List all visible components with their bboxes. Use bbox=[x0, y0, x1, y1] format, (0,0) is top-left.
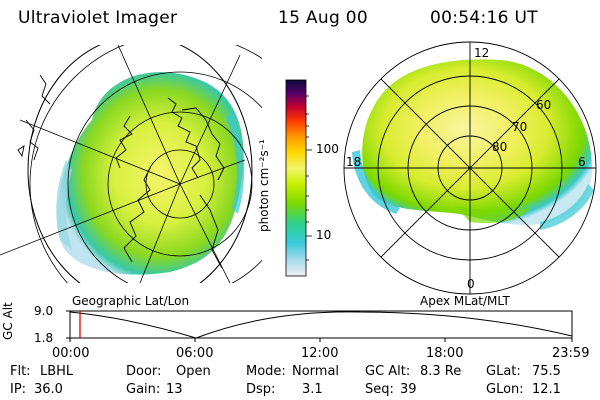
colorbar-tick-100: 100 bbox=[316, 142, 339, 156]
status-flt-key: Flt: bbox=[10, 364, 31, 379]
status-ip-key: IP: bbox=[10, 382, 27, 397]
status-gain-key: Gain: bbox=[126, 382, 161, 397]
mlt-label-0: 0 bbox=[467, 277, 475, 291]
right-panel-caption: Apex MLat/MLT bbox=[420, 294, 510, 308]
altitude-ytick-min: 1.8 bbox=[34, 331, 54, 345]
oval-edge-speckle bbox=[352, 150, 400, 214]
altitude-curve bbox=[69, 311, 573, 339]
lat-label-70: 70 bbox=[512, 120, 528, 134]
status-glat-key: GLat: bbox=[486, 364, 521, 379]
oval-edge-speckle-2 bbox=[540, 184, 594, 230]
altitude-xtick: 23:59 bbox=[552, 346, 590, 361]
altitude-xtick: 18:00 bbox=[426, 346, 464, 361]
meridian-lines bbox=[0, 45, 246, 283]
latitude-circles bbox=[29, 45, 262, 283]
status-gcalt-key: GC Alt: bbox=[365, 364, 411, 379]
status-gcalt-value: 8.3 Re bbox=[420, 364, 462, 379]
status-dsp-value: 3.1 bbox=[302, 382, 323, 397]
mlt-label-6: 6 bbox=[578, 155, 586, 169]
lat-label-60: 60 bbox=[536, 98, 552, 112]
altitude-ytick-max: 9.0 bbox=[34, 304, 54, 318]
altitude-xtick: 06:00 bbox=[176, 346, 214, 361]
colorbar-ticks bbox=[306, 95, 312, 261]
status-glat-value: 75.5 bbox=[532, 364, 561, 379]
altitude-xtick: 00:00 bbox=[52, 346, 90, 361]
status-flt-value: LBHL bbox=[40, 364, 74, 379]
status-glon-value: 12.1 bbox=[532, 382, 561, 397]
geographic-map bbox=[0, 45, 262, 283]
earth-limb bbox=[27, 45, 253, 283]
left-auroral-image bbox=[57, 72, 244, 275]
status-mode-value: Normal bbox=[292, 364, 340, 379]
altitude-plot bbox=[66, 310, 573, 342]
altitude-ylabel: GC Alt bbox=[1, 302, 15, 340]
lat-label-80: 80 bbox=[492, 140, 508, 154]
status-glon-key: GLon: bbox=[486, 382, 524, 397]
image-date: 15 Aug 00 bbox=[278, 8, 368, 28]
status-seq-key: Seq: bbox=[365, 382, 394, 397]
status-gain-value: 13 bbox=[166, 382, 183, 397]
altitude-xtick: 12:00 bbox=[301, 346, 339, 361]
status-door-key: Door: bbox=[126, 364, 162, 379]
image-time: 00:54:16 UT bbox=[430, 8, 538, 28]
mlt-label-12: 12 bbox=[474, 46, 490, 60]
status-mode-key: Mode: bbox=[246, 364, 286, 379]
status-door-value: Open bbox=[176, 364, 211, 379]
auroral-oval bbox=[362, 59, 593, 225]
left-panel-caption: Geographic Lat/Lon bbox=[72, 294, 190, 308]
colorbar bbox=[285, 79, 307, 277]
status-dsp-key: Dsp: bbox=[246, 382, 276, 397]
colorbar-tick-10: 10 bbox=[316, 228, 332, 242]
status-seq-value: 39 bbox=[400, 382, 417, 397]
instrument-title: Ultraviolet Imager bbox=[18, 8, 178, 28]
mlt-grid bbox=[343, 41, 597, 295]
oval-inner-band bbox=[455, 206, 530, 224]
status-ip-value: 36.0 bbox=[34, 382, 63, 397]
right-edge-speckle bbox=[226, 110, 245, 214]
colorbar-unit-label: photon cm⁻²s⁻¹ bbox=[257, 139, 271, 232]
mlt-label-18: 18 bbox=[346, 155, 362, 169]
